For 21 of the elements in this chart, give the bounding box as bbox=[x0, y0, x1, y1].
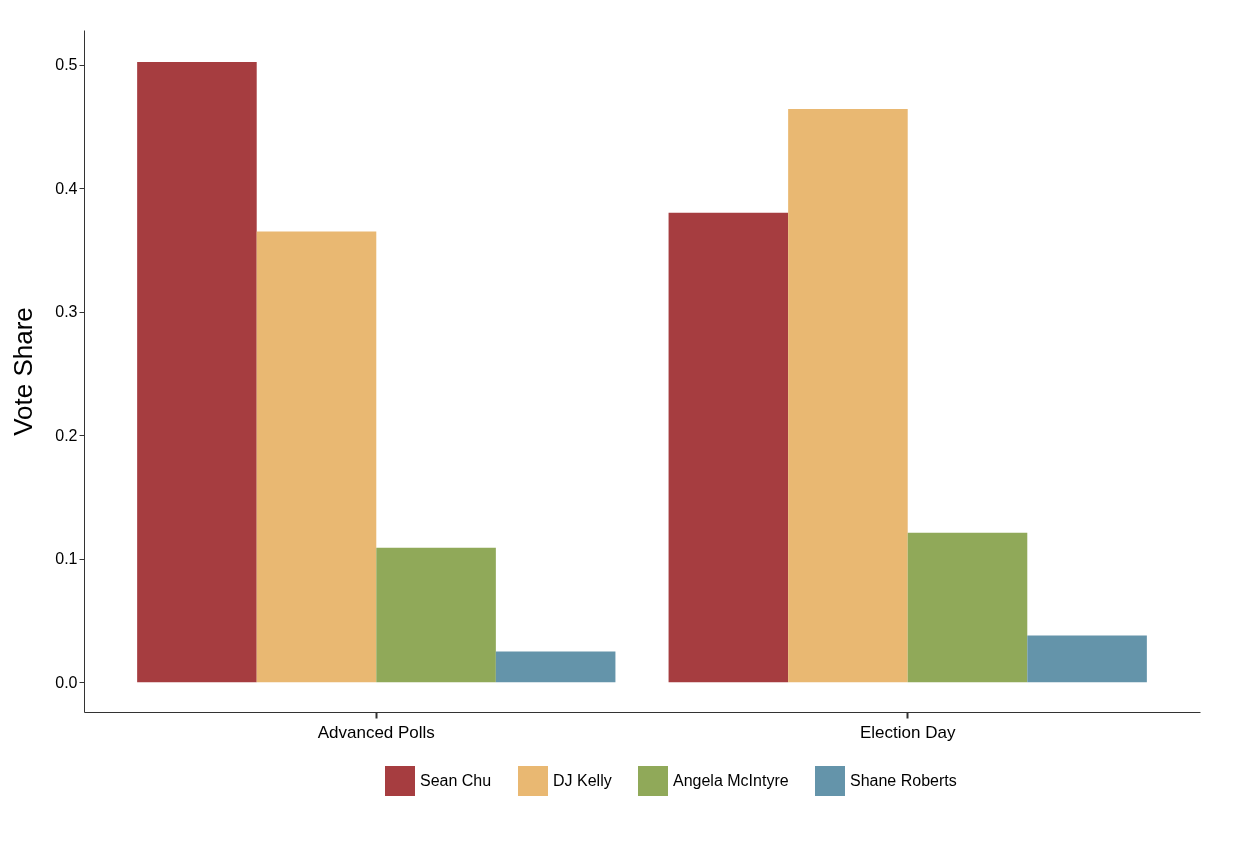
legend-label: Shane Roberts bbox=[850, 772, 957, 789]
bar bbox=[668, 212, 789, 683]
y-tick-label: 0.3 bbox=[55, 303, 78, 321]
x-tick-label: Advanced Polls bbox=[317, 722, 435, 742]
bar bbox=[495, 651, 616, 683]
bar bbox=[907, 532, 1028, 683]
bar bbox=[137, 62, 257, 683]
bar bbox=[1027, 635, 1147, 683]
x-tick-label: Election Day bbox=[860, 722, 956, 742]
legend-label: DJ Kelly bbox=[553, 772, 612, 789]
bar bbox=[788, 109, 908, 683]
y-axis-title: Vote Share bbox=[8, 307, 39, 436]
y-tick-label: 0.1 bbox=[55, 550, 78, 568]
bar bbox=[256, 231, 377, 683]
y-tick-label: 0.5 bbox=[55, 56, 78, 74]
bar bbox=[376, 547, 496, 683]
legend-label: Angela McIntyre bbox=[673, 772, 789, 789]
y-tick-label: 0.0 bbox=[55, 673, 78, 691]
y-tick-label: 0.4 bbox=[55, 179, 78, 197]
legend-label: Sean Chu bbox=[420, 772, 492, 789]
y-tick-label: 0.2 bbox=[55, 426, 78, 444]
